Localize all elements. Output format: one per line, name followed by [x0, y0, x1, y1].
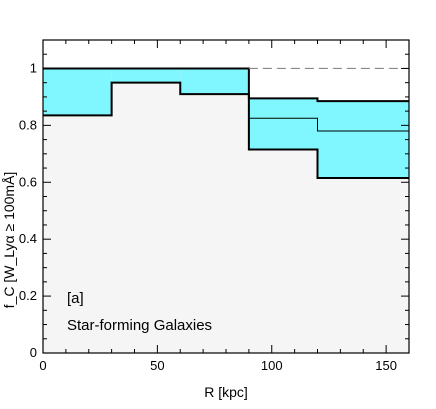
- y-tick-label: 0.8: [19, 117, 37, 132]
- confidence-band-bin-0: [43, 68, 112, 116]
- lower-region-bin-3: [248, 149, 318, 353]
- panel-label: [a]: [67, 290, 84, 307]
- confidence-band-bin-1: [111, 68, 181, 83]
- lower-bound-step-line: [43, 81, 409, 180]
- axes: 0 50 100 150 0 0.2 0.4 0.6 0.8 1: [19, 39, 410, 373]
- confidence-band-bin-4: [317, 101, 409, 179]
- x-tick-label: 150: [375, 358, 397, 373]
- lower-region-bin-4: [317, 178, 409, 353]
- x-tick-label: 0: [39, 358, 46, 373]
- x-tick-label: 100: [261, 358, 283, 373]
- x-tick-label: 50: [150, 358, 164, 373]
- plot-area: [43, 67, 409, 354]
- confidence-band-bin-3: [248, 98, 318, 150]
- upper-bound-step-line: [43, 67, 409, 103]
- y-tick-label: 0.4: [19, 231, 37, 246]
- y-tick-label: 0: [30, 345, 37, 360]
- y-tick-label: 0.6: [19, 174, 37, 189]
- y-tick-label: 0.2: [19, 288, 37, 303]
- lower-region-bin-1: [111, 82, 181, 353]
- confidence-band-bin-2: [180, 68, 249, 95]
- y-axis-label: f_C [W_Lyα ≥ 100mÅ]: [1, 172, 17, 309]
- x-axis-label: R [kpc]: [204, 384, 248, 400]
- lower-region-bin-0: [43, 115, 112, 354]
- lower-region-bin-2: [180, 94, 249, 354]
- median-step-line: [248, 117, 409, 132]
- sample-label: Star-forming Galaxies: [67, 317, 212, 334]
- y-tick-label: 1: [30, 60, 37, 75]
